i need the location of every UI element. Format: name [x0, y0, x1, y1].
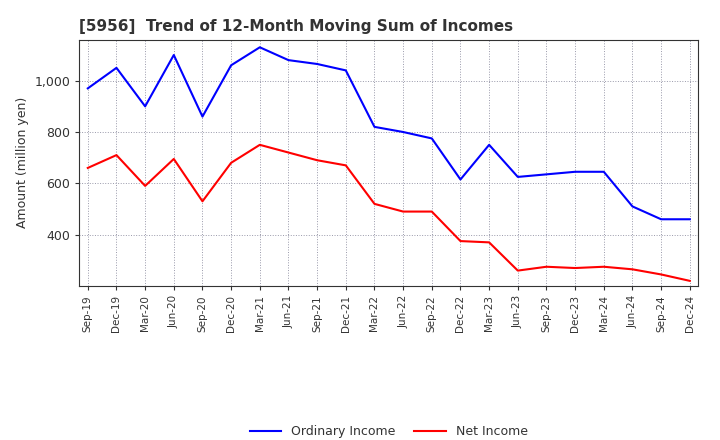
Ordinary Income	[542, 172, 551, 177]
Net Income	[542, 264, 551, 269]
Net Income	[256, 142, 264, 147]
Ordinary Income	[227, 62, 235, 68]
Net Income	[399, 209, 408, 214]
Ordinary Income	[399, 129, 408, 135]
Net Income	[628, 267, 636, 272]
Legend: Ordinary Income, Net Income: Ordinary Income, Net Income	[245, 420, 533, 440]
Line: Ordinary Income: Ordinary Income	[88, 47, 690, 219]
Net Income	[227, 160, 235, 165]
Ordinary Income	[428, 136, 436, 141]
Y-axis label: Amount (million yen): Amount (million yen)	[16, 97, 29, 228]
Net Income	[456, 238, 465, 244]
Net Income	[370, 201, 379, 206]
Net Income	[428, 209, 436, 214]
Ordinary Income	[256, 44, 264, 50]
Ordinary Income	[169, 52, 178, 58]
Ordinary Income	[571, 169, 580, 174]
Ordinary Income	[456, 177, 465, 182]
Ordinary Income	[657, 216, 665, 222]
Ordinary Income	[284, 58, 293, 63]
Net Income	[198, 198, 207, 204]
Ordinary Income	[370, 124, 379, 129]
Net Income	[657, 272, 665, 277]
Net Income	[600, 264, 608, 269]
Line: Net Income: Net Income	[88, 145, 690, 281]
Net Income	[84, 165, 92, 171]
Ordinary Income	[685, 216, 694, 222]
Net Income	[112, 152, 121, 158]
Ordinary Income	[485, 142, 493, 147]
Net Income	[141, 183, 150, 188]
Ordinary Income	[112, 65, 121, 70]
Net Income	[341, 163, 350, 168]
Ordinary Income	[141, 104, 150, 109]
Ordinary Income	[312, 61, 321, 66]
Ordinary Income	[600, 169, 608, 174]
Net Income	[485, 240, 493, 245]
Net Income	[284, 150, 293, 155]
Net Income	[685, 278, 694, 283]
Ordinary Income	[198, 114, 207, 119]
Ordinary Income	[628, 204, 636, 209]
Net Income	[513, 268, 522, 273]
Ordinary Income	[341, 68, 350, 73]
Ordinary Income	[513, 174, 522, 180]
Net Income	[169, 156, 178, 161]
Net Income	[571, 265, 580, 271]
Ordinary Income	[84, 86, 92, 91]
Text: [5956]  Trend of 12-Month Moving Sum of Incomes: [5956] Trend of 12-Month Moving Sum of I…	[79, 19, 513, 34]
Net Income	[312, 158, 321, 163]
